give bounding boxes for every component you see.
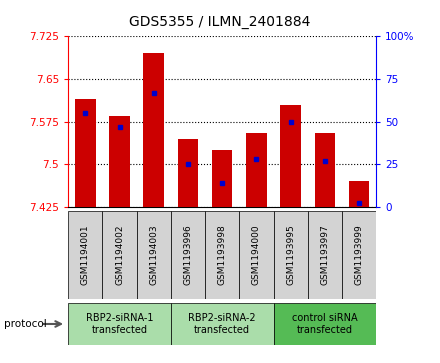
Bar (349, 182, 369, 207)
Text: GSM1193999: GSM1193999 (355, 225, 363, 285)
Bar (171, 211, 205, 299)
Text: protocol: protocol (4, 319, 47, 329)
Text: GSM1194002: GSM1194002 (115, 225, 124, 285)
Bar (68, 303, 171, 345)
Bar (171, 303, 274, 345)
Text: RBP2-siRNA-2
transfected: RBP2-siRNA-2 transfected (188, 313, 256, 335)
Bar (308, 211, 342, 299)
Bar (246, 133, 267, 207)
Text: GSM1193996: GSM1193996 (183, 225, 192, 285)
Bar (280, 105, 301, 207)
Text: GSM1193997: GSM1193997 (320, 225, 330, 285)
Text: RBP2-siRNA-1
transfected: RBP2-siRNA-1 transfected (86, 313, 153, 335)
Text: GDS5355 / ILMN_2401884: GDS5355 / ILMN_2401884 (129, 15, 311, 29)
Bar (143, 53, 164, 207)
Bar (342, 211, 376, 299)
Bar (212, 150, 232, 207)
Bar (178, 139, 198, 207)
Bar (109, 116, 130, 207)
Bar (103, 211, 137, 299)
Bar (68, 211, 103, 299)
Bar (205, 211, 239, 299)
Bar (137, 211, 171, 299)
Text: GSM1194000: GSM1194000 (252, 225, 261, 285)
Text: GSM1194001: GSM1194001 (81, 225, 90, 285)
Text: GSM1193998: GSM1193998 (218, 225, 227, 285)
Bar (315, 133, 335, 207)
Text: GSM1194003: GSM1194003 (149, 225, 158, 285)
Bar (274, 211, 308, 299)
Bar (239, 211, 274, 299)
Text: GSM1193995: GSM1193995 (286, 225, 295, 285)
Bar (274, 303, 376, 345)
Bar (75, 99, 95, 207)
Text: control siRNA
transfected: control siRNA transfected (292, 313, 358, 335)
